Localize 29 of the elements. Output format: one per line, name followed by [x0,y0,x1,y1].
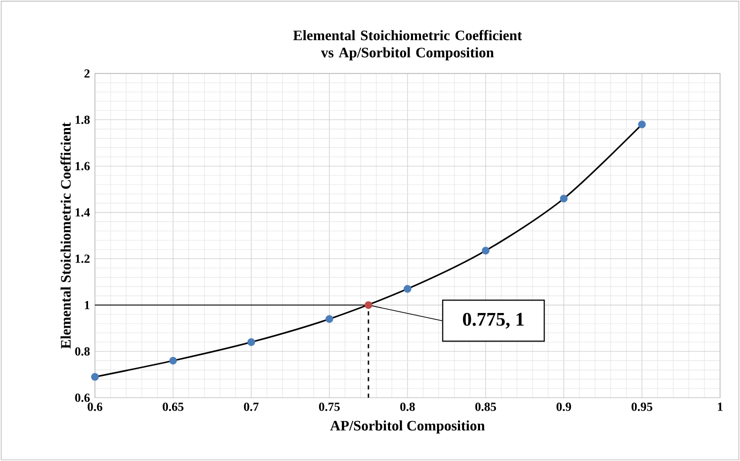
x-tick-label: 0.65 [162,402,184,411]
x-tick-label: 0.95 [632,402,652,411]
point [91,373,99,381]
point [482,246,490,254]
x-tick-label: 0.75 [319,402,340,411]
annotation: 0.775, 1 [462,312,524,329]
point [247,338,256,346]
point [169,356,177,365]
y-tick-label: 1.4 [76,208,90,217]
x-axis-title: AP/Sorbitol Composition [330,420,485,434]
point [560,194,568,202]
y-tick-label: 0.6 [75,394,90,402]
point [404,285,412,293]
point [638,120,646,128]
x-tick-label: 0.8 [400,402,415,411]
point [326,315,334,323]
y-tick-label: 1 [84,300,90,310]
x-tick-label: 0.85 [475,402,496,411]
x-tick-label: 0.9 [556,402,572,411]
y-tick-label: 1.2 [76,254,90,263]
chart-title: Elemental Stoichiometric Coefficient vs Ap/Sorbitol Composition [293,30,522,60]
y-tick-label: 0.8 [75,347,90,356]
x-tick-label: 1 [718,402,723,411]
y-tick-label: 2 [84,69,90,78]
y-tick-label: 1.6 [76,162,90,170]
x-tick-label: 0.7 [244,402,259,411]
point [364,301,372,309]
y-axis-title: Elemental Stoichiometric Coefficient [60,122,71,349]
y-tick-label: 1.8 [76,116,90,124]
